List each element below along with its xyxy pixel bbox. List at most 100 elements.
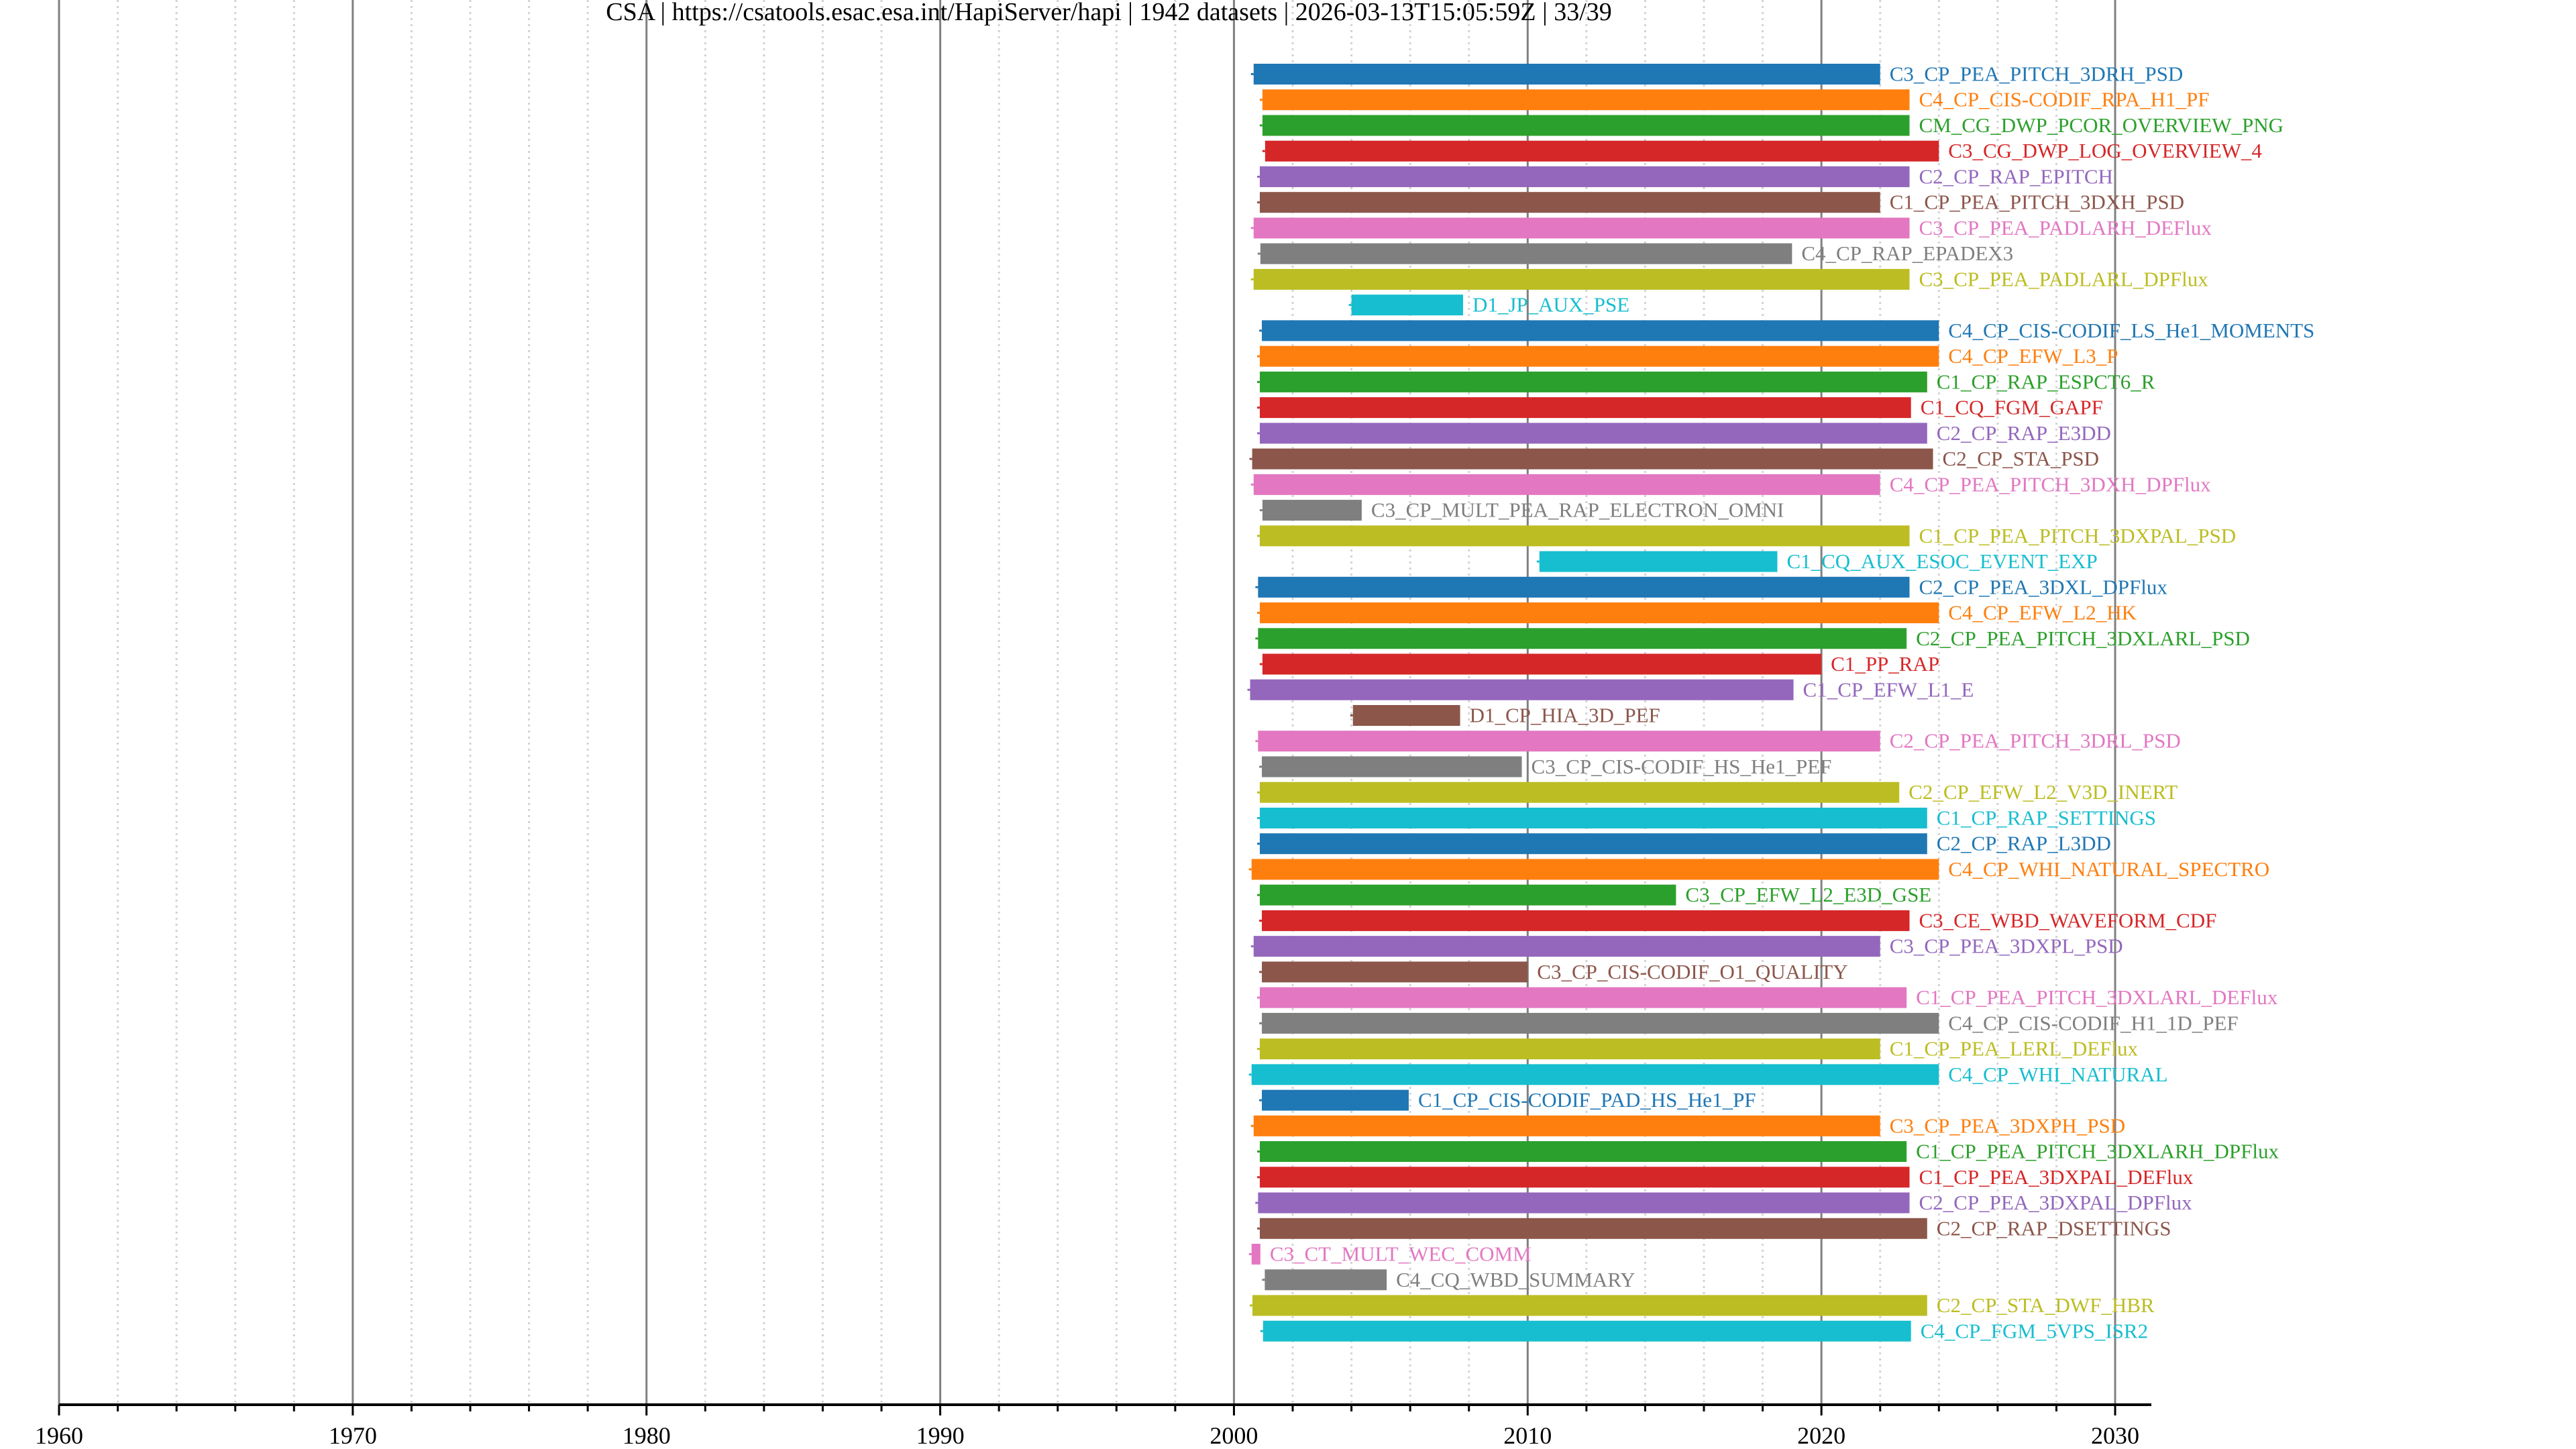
dataset-bar[interactable] <box>1259 833 1927 855</box>
dataset-bar[interactable] <box>1259 192 1880 213</box>
dataset-bar[interactable] <box>1259 345 1939 367</box>
dataset-label: C3_CP_PEA_3DXPH_PSD <box>1890 1114 2125 1137</box>
dataset-bar[interactable] <box>1259 1038 1880 1060</box>
dataset-bar[interactable] <box>1265 140 1939 162</box>
dataset-bar[interactable] <box>1252 1295 1927 1316</box>
x-axis: 1960 1970 1980 1990 2000 2010 2020 2030 <box>35 1403 2151 1449</box>
dataset-label: C2_CP_RAP_DSETTINGS <box>1937 1216 2171 1240</box>
dataset-label: C4_CP_RAP_EPADEX3 <box>1801 241 2013 265</box>
dataset-label: C4_CP_PEA_PITCH_3DXH_DPFlux <box>1890 472 2211 496</box>
dataset-bar[interactable] <box>1262 910 1910 931</box>
dataset-bar[interactable] <box>1259 1141 1907 1163</box>
dataset-label: C2_CP_PEA_3DXL_DPFlux <box>1919 575 2168 598</box>
dataset-bar[interactable] <box>1260 243 1792 264</box>
dataset-label: C2_CP_PEA_PITCH_3DXLARL_PSD <box>1916 627 2250 650</box>
dataset-bar[interactable] <box>1251 1244 1260 1265</box>
dataset-bar[interactable] <box>1259 1167 1910 1188</box>
dataset-bar[interactable] <box>1253 64 1880 85</box>
dataset-label: C1_CP_PEA_3DXPAL_DEFlux <box>1919 1165 2194 1189</box>
dataset-bar[interactable] <box>1259 371 1927 392</box>
dataset-bar[interactable] <box>1262 1012 1939 1034</box>
dataset-bar[interactable] <box>1251 1064 1939 1085</box>
dataset-label: C3_CP_PEA_PITCH_3DRH_PSD <box>1890 62 2184 86</box>
dataset-label: CM_CG_DWP_PCOR_OVERVIEW_PNG <box>1919 113 2284 137</box>
x-tick-label: 2010 <box>1503 1422 1552 1449</box>
dataset-bar[interactable] <box>1265 1269 1387 1291</box>
dataset-label: C3_CP_PEA_PADLARH_DEFlux <box>1919 216 2212 239</box>
dataset-bar[interactable] <box>1262 1089 1409 1111</box>
dataset-label: C4_CP_CIS-CODIF_RPA_H1_PF <box>1919 88 2210 111</box>
dataset-label: C4_CP_CIS-CODIF_LS_He1_MOMENTS <box>1948 319 2314 342</box>
dataset-bar[interactable] <box>1259 525 1910 547</box>
dataset-bar[interactable] <box>1259 807 1927 828</box>
dataset-bar[interactable] <box>1352 705 1460 726</box>
dataset-bar[interactable] <box>1253 1115 1880 1136</box>
dataset-label: C4_CP_WHI_NATURAL <box>1948 1063 2167 1086</box>
dataset-bar[interactable] <box>1259 423 1927 444</box>
x-tick-label: 2030 <box>2091 1422 2139 1449</box>
dataset-bar[interactable] <box>1262 89 1910 111</box>
dataset-bar[interactable] <box>1253 936 1880 957</box>
x-tick-label: 1960 <box>35 1422 83 1449</box>
dataset-bar[interactable] <box>1263 1320 1911 1342</box>
dataset-bar[interactable] <box>1253 217 1910 239</box>
dataset-bar[interactable] <box>1253 474 1880 495</box>
dataset-bar[interactable] <box>1351 294 1463 316</box>
dataset-bar[interactable] <box>1250 679 1794 700</box>
dataset-bar[interactable] <box>1253 268 1910 290</box>
dataset-label: C3_CP_PEA_PADLARL_DPFlux <box>1919 267 2209 290</box>
dataset-label: C2_CP_EFW_L2_V3D_INERT <box>1909 780 2178 804</box>
dataset-bar[interactable] <box>1259 166 1910 187</box>
dataset-bar[interactable] <box>1262 115 1910 136</box>
dataset-label: C3_CT_MULT_WEC_COMM <box>1270 1242 1532 1266</box>
dataset-label: C1_CP_PEA_PITCH_3DXPAL_PSD <box>1919 524 2237 547</box>
dataset-label: C1_CP_PEA_PITCH_3DXH_PSD <box>1890 191 2184 214</box>
dataset-label: C4_CP_EFW_L2_HK <box>1948 601 2137 625</box>
dataset-label: C1_CP_PEA_PITCH_3DXLARH_DPFlux <box>1916 1140 2279 1163</box>
x-tick-label: 1970 <box>329 1422 377 1449</box>
dataset-bars: C3_CP_PEA_PITCH_3DRH_PSDC4_CP_CIS-CODIF_… <box>1247 62 2314 1342</box>
dataset-bar[interactable] <box>1262 320 1939 341</box>
dataset-bar[interactable] <box>1258 576 1910 598</box>
dataset-label: C3_CE_WBD_WAVEFORM_CDF <box>1919 908 2217 932</box>
dataset-label: C1_CP_RAP_ESPCT6_R <box>1937 370 2155 393</box>
dataset-label: C4_CP_EFW_L3_P <box>1948 344 2118 368</box>
dataset-bar[interactable] <box>1259 782 1900 803</box>
dataset-label: C2_CP_PEA_PITCH_3DRL_PSD <box>1890 729 2181 753</box>
dataset-label: D1_CP_HIA_3D_PEF <box>1470 704 1660 727</box>
dataset-bar[interactable] <box>1259 602 1939 624</box>
dataset-bar[interactable] <box>1251 859 1939 880</box>
dataset-bar[interactable] <box>1262 961 1528 983</box>
x-tick-label: 2020 <box>1797 1422 1845 1449</box>
dataset-label: C1_CP_EFW_L1_E <box>1803 678 1974 701</box>
dataset-label: C3_CP_EFW_L2_E3D_GSE <box>1685 883 1931 906</box>
dataset-bar[interactable] <box>1258 628 1907 649</box>
dataset-bar[interactable] <box>1258 731 1880 752</box>
dataset-bar[interactable] <box>1259 884 1676 906</box>
dataset-label: C1_PP_RAP <box>1831 652 1939 676</box>
dataset-label: C1_CP_RAP_SETTINGS <box>1937 806 2156 829</box>
chart-title: CSA | https://csatools.esac.esa.int/Hapi… <box>606 0 1612 26</box>
dataset-bar[interactable] <box>1252 448 1933 470</box>
dataset-bar[interactable] <box>1259 397 1911 419</box>
dataset-bar[interactable] <box>1262 500 1362 521</box>
x-tick-label: 1980 <box>623 1422 671 1449</box>
dataset-label: C2_CP_RAP_EPITCH <box>1919 164 2113 188</box>
dataset-label: C1_CP_PEA_LERL_DEFlux <box>1890 1037 2139 1061</box>
dataset-bar[interactable] <box>1259 1218 1927 1239</box>
dataset-bar[interactable] <box>1262 653 1822 675</box>
dataset-label: D1_JP_AUX_PSE <box>1472 293 1629 317</box>
dataset-bar[interactable] <box>1258 1192 1910 1214</box>
dataset-bar[interactable] <box>1259 987 1907 1008</box>
dataset-label: C1_CP_CIS-CODIF_PAD_HS_He1_PF <box>1418 1088 1756 1112</box>
dataset-bar[interactable] <box>1262 756 1522 777</box>
dataset-label: C3_CG_DWP_LOG_OVERVIEW_4 <box>1948 139 2262 162</box>
dataset-label: C2_CP_PEA_3DXPAL_DPFlux <box>1919 1191 2193 1214</box>
dataset-label: C3_CP_PEA_3DXPL_PSD <box>1890 934 2123 958</box>
dataset-label: C1_CQ_FGM_GAPF <box>1921 396 2103 419</box>
dataset-label: C4_CP_WHI_NATURAL_SPECTRO <box>1948 857 2269 881</box>
dataset-label: C4_CP_CIS-CODIF_H1_1D_PEF <box>1948 1011 2238 1034</box>
dataset-bar[interactable] <box>1539 551 1778 572</box>
x-tick-label: 1990 <box>916 1422 965 1449</box>
dataset-label: C2_CP_RAP_L3DD <box>1937 832 2111 855</box>
